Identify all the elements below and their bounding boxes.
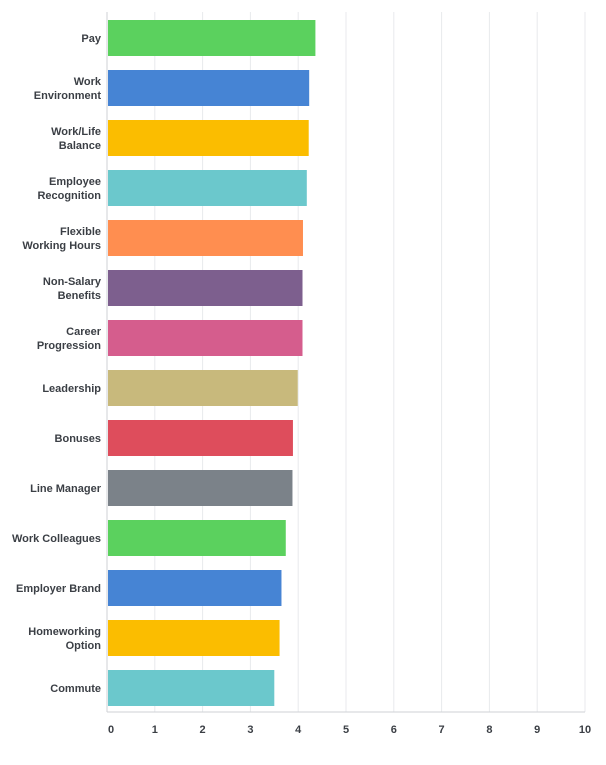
category-label-line: Working Hours: [22, 240, 101, 252]
category-label-13: Commute: [50, 683, 101, 695]
bar-8: [108, 420, 293, 456]
x-tick-label-6: 6: [391, 724, 397, 736]
category-label-1: Work Environment: [34, 76, 102, 102]
category-label-2: Work/Life Balance: [51, 126, 101, 152]
x-tick-label-1: 1: [152, 724, 158, 736]
category-label-12: Homeworking Option: [28, 626, 101, 652]
bar-12: [108, 620, 280, 656]
bar-7: [108, 370, 298, 406]
category-label-line: Environment: [34, 90, 102, 102]
bar-4: [108, 220, 303, 256]
x-tick-label-10: 10: [579, 724, 591, 736]
category-label-11: Employer Brand: [16, 583, 101, 595]
category-label-line: Employer Brand: [16, 583, 101, 595]
bar-2: [108, 120, 309, 156]
category-label-line: Career: [66, 326, 102, 338]
category-label-line: Homeworking: [28, 626, 101, 638]
category-label-3: Employee Recognition: [37, 176, 101, 202]
bar-1: [108, 70, 310, 106]
category-label-6: Career Progression: [37, 326, 102, 352]
category-label-line: Line Manager: [30, 483, 102, 495]
category-label-4: Flexible Working Hours: [22, 226, 101, 252]
category-label-line: Commute: [50, 683, 101, 695]
category-label-9: Line Manager: [30, 483, 102, 495]
bar-0: [108, 20, 316, 56]
category-label-10: Work Colleagues: [12, 533, 101, 545]
category-label-line: Balance: [59, 140, 101, 152]
category-label-line: Employee: [49, 176, 101, 188]
bar-5: [108, 270, 303, 306]
x-tick-labels: 0 1 2 3 4 5 6 7 8 9 10: [108, 724, 591, 736]
category-label-line: Progression: [37, 340, 101, 352]
grid-lines: [154, 12, 586, 712]
x-tick-label-4: 4: [295, 724, 302, 736]
x-tick-label-5: 5: [343, 724, 349, 736]
bar-11: [108, 570, 282, 606]
category-labels: Pay Work Environment Work/Life Balance Employ…: [12, 33, 102, 695]
category-label-line: Pay: [81, 33, 101, 45]
bar-13: [108, 670, 275, 706]
category-label-line: Recognition: [37, 190, 101, 202]
bars: [108, 20, 316, 706]
x-tick-label-2: 2: [200, 724, 206, 736]
category-label-line: Work Colleagues: [12, 533, 101, 545]
bar-3: [108, 170, 307, 206]
x-tick-label-8: 8: [486, 724, 492, 736]
x-tick-label-3: 3: [247, 724, 253, 736]
category-label-7: Leadership: [42, 383, 101, 395]
category-label-line: Work: [74, 76, 102, 88]
bar-9: [108, 470, 293, 506]
category-label-line: Benefits: [58, 290, 101, 302]
category-label-line: Non-Salary: [43, 276, 102, 288]
category-label-line: Bonuses: [55, 433, 101, 445]
category-label-line: Leadership: [42, 383, 101, 395]
bar-6: [108, 320, 303, 356]
category-label-line: Flexible: [60, 226, 101, 238]
x-tick-label-7: 7: [439, 724, 445, 736]
category-label-0: Pay: [81, 33, 101, 45]
x-tick-label-9: 9: [534, 724, 540, 736]
category-label-5: Non-Salary Benefits: [43, 276, 102, 302]
category-label-line: Option: [66, 640, 102, 652]
bar-10: [108, 520, 286, 556]
x-tick-label-0: 0: [108, 724, 114, 736]
category-label-line: Work/Life: [51, 126, 101, 138]
category-label-8: Bonuses: [55, 433, 101, 445]
